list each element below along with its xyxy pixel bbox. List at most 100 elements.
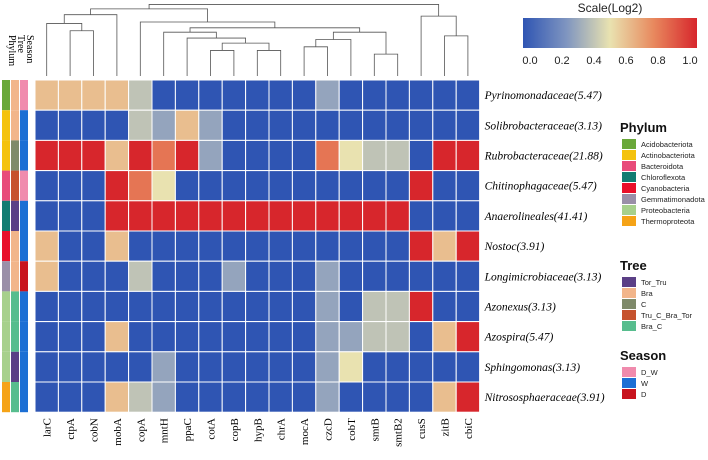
phylum-legend-label: Bacteroidota	[641, 162, 684, 171]
row-labels: Pyrinomonadaceae(5.47) Solibrobacteraceae…	[484, 90, 605, 404]
heatmap-cell	[81, 321, 106, 353]
heatmap-cell	[128, 109, 153, 141]
tree-legend-label: C	[641, 300, 647, 309]
tree-annotation-cell	[11, 80, 19, 111]
tree-annotation-cell	[11, 140, 19, 171]
tree-legend-label: Tor_Tru	[641, 278, 667, 287]
heatmap-cell	[245, 200, 270, 232]
heatmap-cell	[268, 230, 293, 262]
column-label: zitB	[440, 418, 452, 436]
phylum-legend-label: Actinobacteriota	[641, 151, 696, 160]
column-labels: larC ctpA cobN mobA copA mntH ppaC cotA copB hypB…	[42, 418, 475, 447]
heatmap-cell	[338, 200, 364, 232]
tree-legend-swatch	[622, 288, 636, 298]
heatmap-cell	[245, 139, 270, 172]
dendrogram-branch	[315, 39, 352, 76]
heatmap-cell	[198, 79, 223, 111]
heatmap-cell	[362, 200, 387, 232]
phylum-annotation-cell	[2, 200, 10, 231]
heatmap-cell	[362, 260, 387, 292]
heatmap-cell	[362, 109, 387, 141]
heatmap-cell	[174, 351, 200, 383]
heatmap-cell	[57, 290, 83, 323]
column-label: copB	[229, 418, 241, 441]
heatmap-cell	[455, 321, 481, 353]
heatmap-cell	[151, 139, 176, 172]
heatmap-cell	[268, 170, 293, 202]
heatmap-cell	[432, 109, 457, 141]
phylum-annotation-cell	[2, 351, 10, 382]
phylum-legend-swatch	[622, 161, 636, 171]
phylum-annotation-cell	[2, 382, 10, 413]
heatmap-cell	[362, 351, 387, 383]
heatmap-cell	[338, 321, 364, 353]
season-legend-swatch	[622, 378, 636, 388]
dendrogram-branch	[256, 50, 282, 76]
heatmap-cell	[338, 230, 364, 262]
heatmap-cell	[362, 290, 387, 323]
heatmap-cell	[268, 200, 293, 232]
heatmap-cell	[245, 290, 270, 323]
heatmap-cell	[198, 290, 223, 323]
heatmap-cell	[245, 351, 270, 383]
heatmap-cell	[362, 230, 387, 262]
heatmap-cell	[128, 200, 153, 232]
tree-annotation-cell	[11, 261, 19, 292]
heatmap-cell	[34, 381, 59, 413]
season-annotation-cell	[20, 200, 28, 231]
heatmap-cell	[57, 170, 83, 202]
row-annotation-bars	[2, 80, 28, 413]
heatmap-cell	[57, 351, 83, 383]
column-label: mocA	[299, 418, 311, 445]
heatmap-cell	[362, 170, 387, 202]
heatmap-cell	[221, 200, 247, 232]
season-annotation-cell	[20, 291, 28, 322]
dendrogram-branch	[373, 53, 399, 76]
heatmap-cell	[221, 351, 247, 383]
heatmap-cell	[128, 139, 153, 172]
heatmap-cell	[128, 351, 153, 383]
heatmap-cell	[408, 351, 434, 383]
season-annotation-cell	[20, 382, 28, 413]
color-scale-tick: 1.0	[682, 55, 697, 67]
heatmap-cell	[174, 109, 200, 141]
phylum-legend-title: Phylum	[620, 120, 667, 135]
heatmap-cell	[385, 230, 410, 262]
annotation-header: Phylum	[6, 35, 17, 66]
heatmap-cell	[455, 351, 481, 383]
heatmap-cell	[174, 321, 200, 353]
phylum-annotation-cell	[2, 231, 10, 262]
heatmap-cell	[81, 290, 106, 323]
heatmap-cell	[151, 290, 176, 323]
column-label: ctpA	[65, 418, 77, 439]
heatmap-cell	[315, 79, 340, 111]
heatmap-cell	[128, 230, 153, 262]
column-label: larC	[42, 418, 54, 437]
heatmap-cell	[174, 290, 200, 323]
column-label: hypB	[252, 418, 264, 442]
heatmap-cell	[34, 109, 59, 141]
dendrogram-branch	[444, 35, 469, 76]
heatmap-cell	[268, 260, 293, 292]
phylum-legend-swatch	[622, 205, 636, 215]
tree-legend-swatch	[622, 310, 636, 320]
column-label: mobA	[112, 418, 124, 446]
heatmap-cell	[455, 139, 481, 172]
dendrogram-branch	[69, 30, 94, 76]
heatmap-cell	[338, 109, 364, 141]
heatmap-cell	[221, 260, 247, 292]
heatmap-cell	[338, 170, 364, 202]
season-legend-title: Season	[620, 348, 666, 363]
heatmap-cell	[198, 381, 223, 413]
dendrogram-branch	[186, 37, 246, 76]
heatmap-cell	[385, 79, 410, 111]
heatmap-cell	[385, 260, 410, 292]
heatmap-cell	[57, 139, 83, 172]
column-label: smtB2	[393, 418, 405, 447]
heatmap-cell	[104, 230, 130, 262]
heatmap-cell	[174, 170, 200, 202]
heatmap-cell	[34, 139, 59, 172]
heatmap-cell	[174, 139, 200, 172]
heatmap-cell	[104, 351, 130, 383]
color-scale-title: Scale(Log2)	[578, 1, 643, 15]
